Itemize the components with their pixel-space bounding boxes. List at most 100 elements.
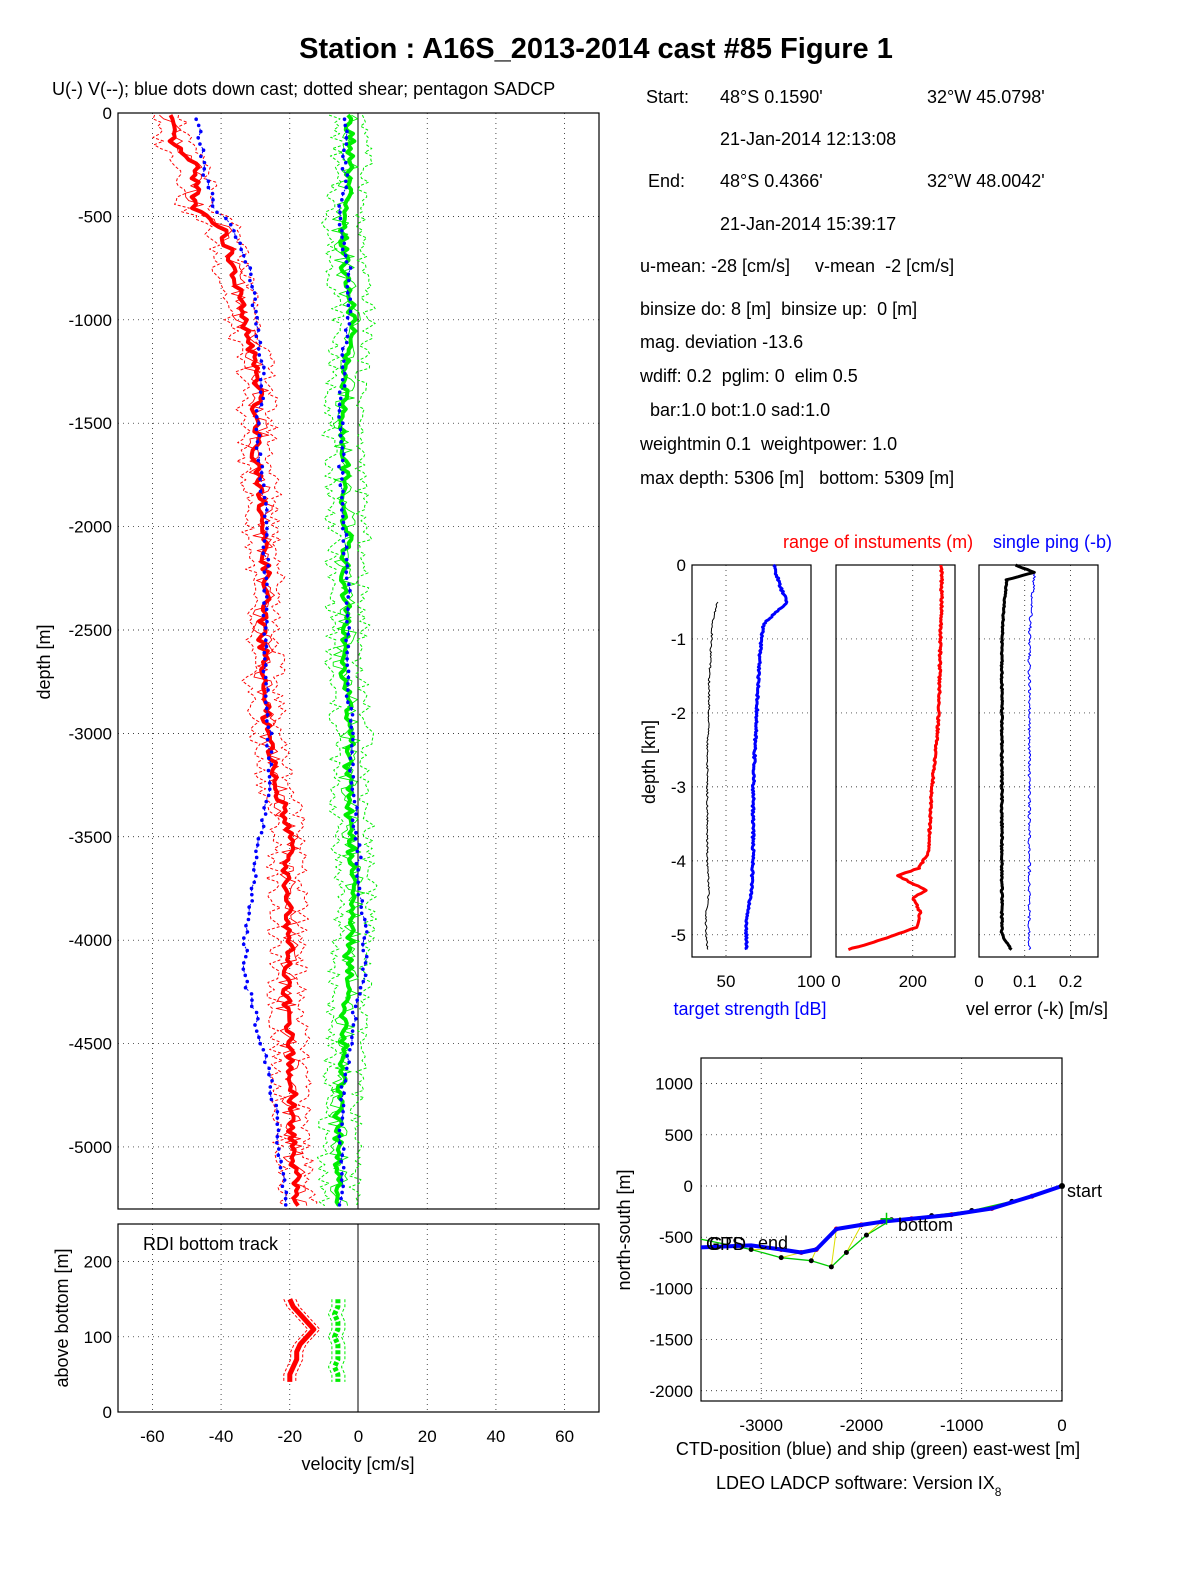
down-cast-dot [269, 731, 274, 736]
v-shear-left [316, 114, 346, 1207]
down-cast-dot [342, 359, 346, 363]
down-cast-dot [245, 979, 250, 984]
down-cast-dot [258, 452, 263, 457]
down-cast-dot [250, 303, 255, 308]
down-cast-dot [340, 446, 345, 450]
down-cast-dot [262, 806, 266, 810]
down-cast-dot [350, 1041, 354, 1046]
down-cast-dot [265, 595, 269, 599]
down-cast-dot [248, 278, 252, 283]
down-cast-dot [252, 880, 257, 885]
down-cast-dot [255, 315, 259, 320]
down-cast-dot [254, 1029, 259, 1033]
down-cast-dot [250, 899, 254, 903]
down-cast-dot [264, 638, 268, 643]
down-cast-dot [266, 557, 271, 562]
down-cast-dot [348, 309, 353, 314]
down-cast-dot [263, 694, 268, 698]
down-cast-dot [254, 334, 259, 339]
down-cast-dot [262, 365, 266, 370]
time-connector [845, 1224, 862, 1253]
down-cast-dot [276, 1147, 281, 1151]
y-tick-label: -1500 [69, 414, 112, 433]
down-cast-dot [340, 198, 344, 202]
down-cast-dot [262, 483, 266, 488]
down-cast-dot [362, 917, 367, 922]
down-cast-dot [351, 737, 355, 742]
down-cast-dot [346, 681, 350, 686]
down-cast-dot [353, 837, 358, 841]
y-tick-label: -2000 [69, 518, 112, 537]
down-cast-dot [199, 154, 203, 159]
down-cast-dot [350, 712, 355, 717]
down-cast-dot [264, 644, 269, 649]
down-cast-dot [341, 452, 346, 457]
position-axes-box [700, 1057, 1063, 1402]
down-cast-dot [339, 1159, 344, 1164]
ship-time-marker [748, 1246, 754, 1252]
down-cast-dot [341, 1165, 346, 1170]
down-cast-dot [262, 588, 266, 593]
down-cast-dot [347, 626, 351, 630]
down-cast-dot [279, 1159, 283, 1164]
down-cast-dot [245, 948, 250, 953]
down-cast-dot [351, 1023, 356, 1027]
down-cast-dot [345, 129, 349, 134]
down-cast-dot [242, 936, 246, 940]
down-cast-dot [345, 619, 349, 624]
down-cast-dot [342, 1091, 346, 1095]
y-tick-label: 0 [103, 104, 112, 123]
down-cast-dot [247, 905, 251, 909]
down-cast-dot [270, 1078, 274, 1083]
position-plot: 1000 500 0 -500 -1000 -1500 -2000 -3000 -2000 -1… [614, 1057, 1102, 1459]
down-cast-dot [349, 743, 354, 748]
down-cast-dot [338, 210, 342, 215]
down-cast-dot [267, 1066, 271, 1071]
down-cast-dot [252, 861, 257, 866]
down-cast-dot [263, 657, 267, 661]
down-cast-dot [344, 142, 349, 146]
down-cast-dot [194, 117, 198, 122]
down-cast-dot [224, 216, 228, 221]
down-cast-dot [249, 886, 254, 891]
down-cast-dot [254, 427, 259, 432]
target-strength-line [744, 563, 789, 951]
down-cast-dot [340, 167, 345, 171]
instrument-y-tick-label: -4 [671, 852, 686, 871]
down-cast-dot [243, 260, 248, 264]
down-cast-dot [346, 688, 350, 692]
down-cast-dot [261, 613, 266, 618]
down-cast-dot [262, 601, 266, 605]
down-cast-dot [241, 942, 246, 947]
vel-error-line [999, 563, 1036, 951]
y-tick-label: -1000 [69, 311, 112, 330]
down-cast-dot [346, 607, 350, 612]
down-cast-dot [264, 502, 268, 506]
down-cast-dot [361, 942, 365, 947]
start-label: Start: [646, 87, 689, 107]
down-cast-dot [275, 1122, 280, 1127]
down-cast-dot [359, 911, 364, 916]
down-cast-dot [275, 1134, 280, 1139]
down-cast-dot [264, 799, 269, 804]
down-cast-dot [354, 830, 358, 835]
down-cast-dot [252, 868, 256, 872]
down-cast-dot [340, 1122, 344, 1127]
down-cast-dot [342, 148, 346, 153]
down-cast-dot [355, 998, 360, 1002]
down-cast-dot [266, 756, 271, 760]
down-cast-dot [254, 309, 258, 314]
down-cast-dot [259, 830, 264, 835]
down-cast-dot [267, 1072, 271, 1077]
down-cast-dot [341, 1147, 346, 1151]
down-cast-dot [259, 402, 264, 407]
down-cast-dot [344, 557, 349, 562]
down-cast-dot [340, 377, 345, 382]
x-tick-label: -60 [140, 1427, 165, 1446]
position-y-tick-label: -1000 [650, 1279, 693, 1298]
down-cast-dot [275, 1110, 280, 1114]
down-cast-dot [262, 514, 267, 519]
down-cast-dot [339, 1085, 344, 1089]
down-cast-dot [340, 1172, 344, 1176]
